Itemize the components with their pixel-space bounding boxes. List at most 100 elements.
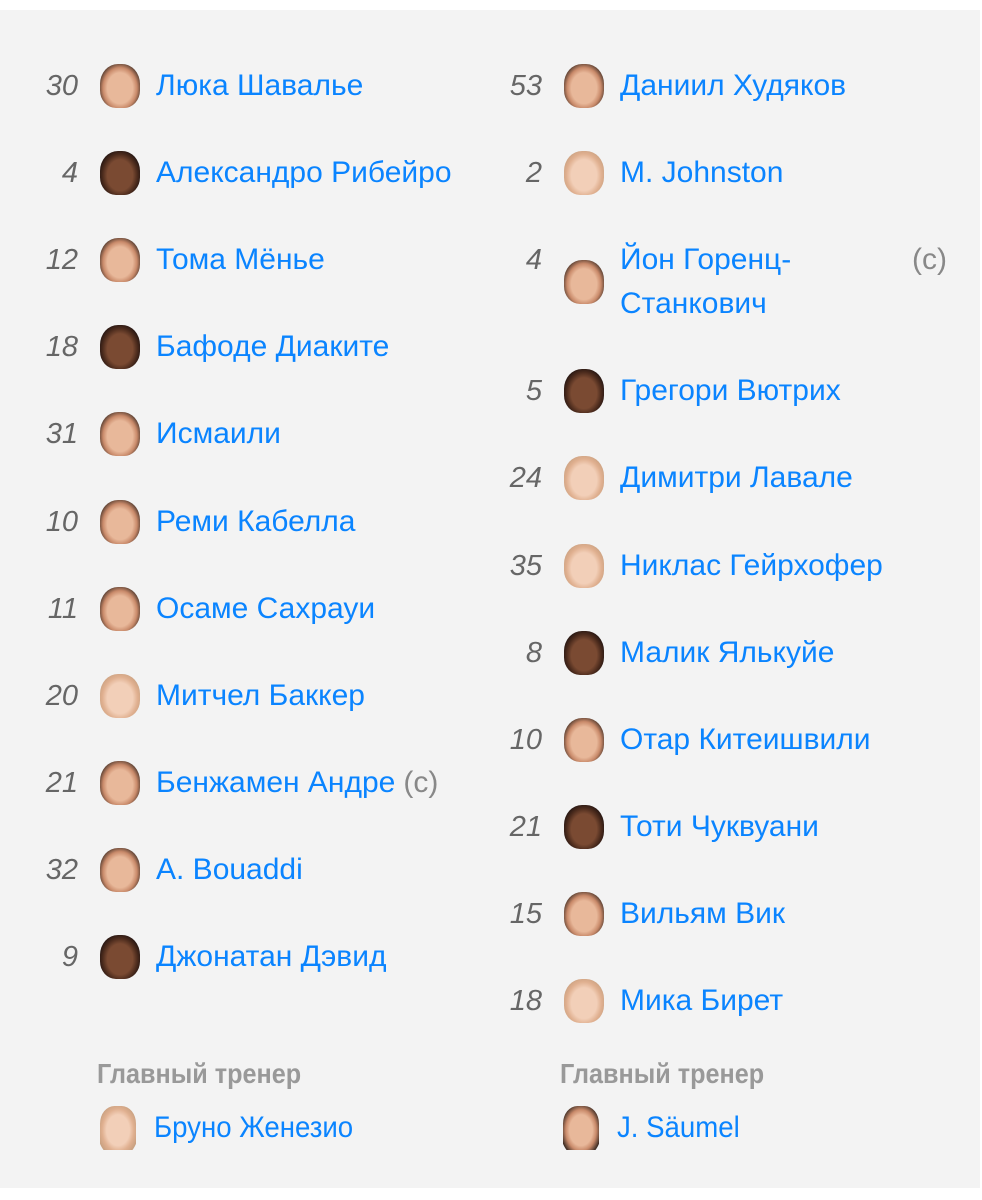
player-number: 30 (45, 69, 78, 102)
coach-name-link[interactable]: J. Säumel (617, 1111, 740, 1144)
player-row: 21 Тоти Чуквуани (464, 784, 964, 871)
player-avatar (100, 412, 140, 457)
player-row: 5 Грегори Вютрих (464, 348, 964, 435)
player-avatar (100, 761, 140, 806)
player-row: 18 Мика Бирет (464, 958, 964, 1045)
player-name-link[interactable]: Грегори Вютрих (620, 374, 841, 408)
player-row: 18 Бафоде Диаките (0, 304, 470, 391)
player-number: 12 (45, 243, 78, 276)
player-row: 8 Малик Ялькуйе (464, 609, 964, 696)
player-name-link[interactable]: Никлас Гейрхофер (620, 548, 883, 582)
right-coach[interactable]: J. Säumel (563, 1106, 750, 1150)
player-name-link[interactable]: Даниил Худяков (620, 68, 847, 102)
player-row: 2 M. Johnston (464, 129, 964, 216)
player-row: 21 Бенжамен Андре (c) (0, 740, 470, 827)
player-row: 12 Тома Мёнье (0, 216, 470, 303)
player-name-link[interactable]: Исмаили (156, 417, 281, 451)
player-row: 53 Даниил Худяков (464, 42, 964, 129)
player-number: 21 (45, 767, 78, 800)
player-number: 18 (509, 985, 542, 1018)
lineups-card: 30 Люка Шавалье 4 Александро Рибейро 12 То… (0, 10, 980, 1188)
right-team-lineup: 53 Даниил Худяков 2 M. Johnston 4 Йон Горе… (464, 42, 964, 1045)
player-avatar (100, 499, 140, 544)
player-number: 18 (45, 331, 78, 364)
player-name-link[interactable]: Тома Мёнье (156, 242, 325, 276)
player-avatar (100, 586, 140, 631)
player-row: 32 A. Bouaddi (0, 827, 470, 914)
right-coach-label: Главный тренер (560, 1058, 765, 1089)
player-name-link[interactable]: Бенжамен Андре (156, 766, 396, 800)
player-number: 9 (61, 941, 78, 974)
left-coach[interactable]: Бруно Женезио (100, 1106, 370, 1150)
player-number: 35 (509, 549, 542, 582)
player-avatar (564, 456, 604, 501)
player-name-link[interactable]: Бафоде Диаките (156, 330, 390, 364)
player-row: 35 Никлас Гейрхофер (464, 522, 964, 609)
player-number: 10 (509, 723, 542, 756)
player-avatar (564, 630, 604, 675)
coach-avatar (100, 1106, 136, 1150)
player-number: 4 (525, 243, 542, 276)
player-number: 4 (61, 156, 78, 189)
player-name-link[interactable]: Отар Китеишвили (620, 722, 871, 756)
player-name-link[interactable]: Люка Шавалье (156, 68, 364, 102)
player-row: 10 Отар Китеишвили (464, 696, 964, 783)
player-name-link[interactable]: Тоти Чуквуани (620, 810, 819, 844)
player-name-link[interactable]: Реми Кабелла (156, 504, 356, 538)
player-number: 31 (45, 418, 78, 451)
player-row: 4 Йон Горенц-Станкович (c) (464, 216, 964, 347)
player-number: 8 (525, 636, 542, 669)
player-avatar (100, 673, 140, 718)
player-avatar (564, 150, 604, 195)
player-avatar (564, 259, 604, 304)
player-number: 15 (509, 898, 542, 931)
player-name-link[interactable]: Осаме Сахрауи (156, 591, 376, 625)
player-avatar (564, 369, 604, 414)
coach-name-link[interactable]: Бруно Женезио (154, 1111, 354, 1144)
player-avatar (564, 892, 604, 937)
player-name-link[interactable]: Александро Рибейро (156, 155, 452, 189)
player-name-link[interactable]: Джонатан Дэвид (156, 940, 387, 974)
player-row: 11 Осаме Сахрауи (0, 565, 470, 652)
captain-badge: (c) (912, 242, 947, 276)
player-avatar (100, 935, 140, 980)
player-row: 15 Вильям Вик (464, 871, 964, 958)
player-avatar (100, 325, 140, 370)
captain-badge: (c) (403, 766, 439, 800)
player-avatar (564, 717, 604, 762)
player-row: 9 Джонатан Дэвид (0, 914, 470, 1001)
coach-avatar (563, 1106, 599, 1150)
player-row: 20 Митчел Баккер (0, 652, 470, 739)
player-avatar (564, 979, 604, 1024)
player-avatar (564, 543, 604, 588)
player-avatar (100, 150, 140, 195)
player-number: 10 (45, 505, 78, 538)
player-name-link[interactable]: Митчел Баккер (156, 678, 365, 712)
player-name-link[interactable]: Димитри Лавале (620, 461, 853, 495)
player-row: 4 Александро Рибейро (0, 129, 470, 216)
player-avatar (100, 848, 140, 893)
player-avatar (564, 805, 604, 850)
player-name-link[interactable]: A. Bouaddi (156, 853, 303, 887)
player-row: 31 Исмаили (0, 391, 470, 478)
player-row: 10 Реми Кабелла (0, 478, 470, 565)
player-number: 5 (525, 375, 542, 408)
player-name-link[interactable]: M. Johnston (620, 155, 784, 189)
player-name-link[interactable]: Мика Бирет (620, 984, 784, 1018)
player-row: 30 Люка Шавалье (0, 42, 470, 129)
player-number: 32 (45, 854, 78, 887)
left-team-lineup: 30 Люка Шавалье 4 Александро Рибейро 12 То… (0, 42, 470, 1001)
player-row: 24 Димитри Лавале (464, 435, 964, 522)
player-avatar (564, 63, 604, 108)
player-number: 2 (525, 156, 542, 189)
player-avatar (100, 237, 140, 282)
player-number: 24 (509, 462, 542, 495)
player-avatar (100, 63, 140, 108)
player-number: 11 (47, 592, 78, 625)
player-name-link[interactable]: Вильям Вик (620, 897, 785, 931)
left-coach-label: Главный тренер (97, 1058, 302, 1089)
player-number: 21 (509, 811, 542, 844)
player-number: 20 (45, 679, 78, 712)
player-name-link[interactable]: Йон Горенц-Станкович (620, 242, 792, 320)
player-name-link[interactable]: Малик Ялькуйе (620, 635, 835, 669)
